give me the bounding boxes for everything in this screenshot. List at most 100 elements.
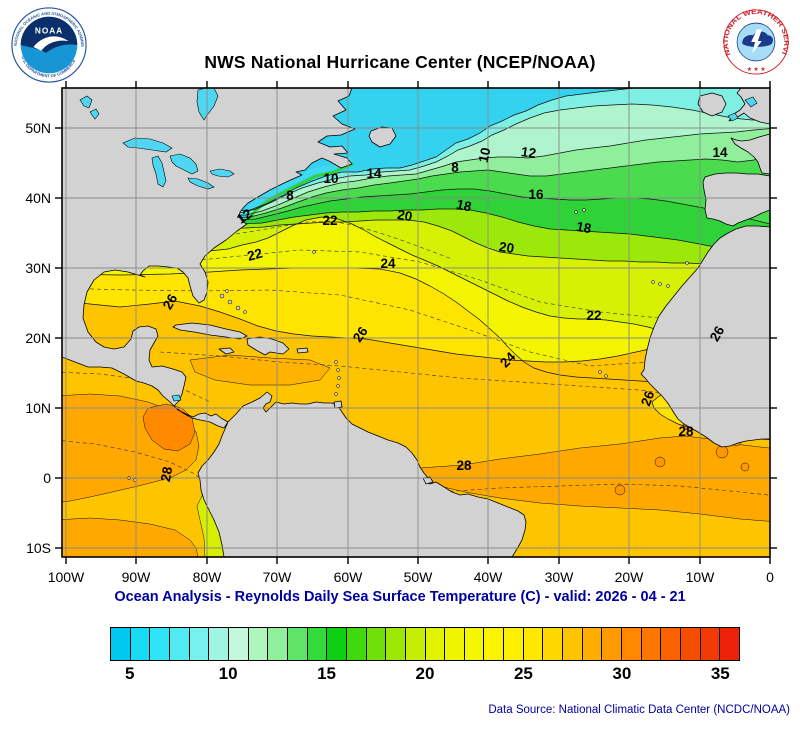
contour-label: 16: [528, 187, 544, 202]
dashed-isotherm: [159, 351, 761, 409]
contour-label: 8: [451, 160, 459, 175]
y-axis-tick-label: 10N: [25, 400, 51, 416]
contour-label: 22: [586, 308, 601, 323]
warm-patch: [654, 456, 666, 468]
land-marajo: [422, 476, 434, 485]
sst-warm-patches: [62, 354, 770, 557]
land-cuba: [172, 322, 248, 340]
lakes: [79, 88, 758, 402]
colorbar-cell: [425, 628, 446, 660]
land-africa: [640, 225, 770, 448]
x-axis-tick-label: 70W: [263, 569, 293, 585]
lake-ontario: [209, 168, 235, 178]
colorbar-cell: [228, 628, 249, 660]
contour-label: 12: [234, 206, 255, 227]
y-axis-tick-label: 50N: [25, 120, 51, 136]
colorbar-cell: [641, 628, 662, 660]
y-axis-tick-label: 10S: [26, 540, 51, 556]
dashed-isotherm: [62, 287, 770, 368]
colorbar-cell: [111, 628, 131, 660]
axis-ticks: [55, 81, 777, 564]
contour-label: 26: [160, 291, 181, 312]
colorbar-cell: [661, 628, 682, 660]
colorbar-cell: [327, 628, 347, 660]
colorbar-cell: [464, 628, 485, 660]
lake-nicaragua: [171, 394, 182, 402]
colorbar-cell: [523, 628, 544, 660]
noaa-logo-bird-icon: [33, 36, 69, 51]
land-france: [730, 133, 770, 175]
contour-label: 28: [678, 424, 694, 439]
coastal-strip: [237, 157, 352, 225]
x-axis-tick-label: 40W: [474, 569, 504, 585]
contour-label: 10: [323, 171, 338, 186]
irish-sea: [727, 112, 739, 122]
y-axis-tick-label: 40N: [25, 190, 51, 206]
james-bay: [196, 88, 219, 121]
x-axis-tick-label: 10W: [686, 569, 716, 585]
contour-label: 28: [158, 465, 175, 483]
contour-label: 12: [520, 144, 537, 161]
contour-label: 20: [498, 239, 515, 256]
colorbar-cell: [504, 628, 524, 660]
sst-patch: [62, 517, 199, 557]
page-title: NWS National Hurricane Center (NCEP/NOAA…: [204, 52, 596, 72]
colorbar-label: 30: [612, 664, 632, 683]
colorbar-cell: [622, 628, 642, 660]
isotherm-10c: [62, 103, 770, 217]
colorbar-cell: [130, 628, 151, 660]
nws-logo-lightning-icon: [751, 29, 762, 54]
contour-label: 26: [638, 388, 657, 408]
map-frame: [61, 87, 771, 558]
land-newfoundland: [368, 126, 397, 148]
x-axis-tick-label: 50W: [404, 569, 434, 585]
lake-superior: [122, 137, 173, 153]
land-trinidad: [333, 400, 343, 409]
y-axis-tick-label: 20N: [25, 330, 51, 346]
x-axis-tick-label: 90W: [122, 569, 152, 585]
contour-label: 14: [366, 166, 382, 181]
contour-label: 28: [456, 458, 472, 473]
lake-huron: [169, 153, 199, 175]
lake-erie: [187, 177, 215, 190]
nws-logo: NATIONAL WEATHER SERVICE ★ ★ ★: [723, 9, 789, 75]
colorbar-cell: [543, 628, 564, 660]
data-source: Data Source: National Climatic Data Cent…: [488, 704, 790, 716]
colorbar-cell: [268, 628, 288, 660]
y-axis-tick-label: 30N: [25, 260, 51, 276]
colorbar-cell: [346, 628, 367, 660]
contour-label: 18: [455, 197, 473, 215]
sst-map: 10 12 14 8 14 10 8 12 16 18 20 22 18 20 22 24 26 22 26 26 24…: [15, 70, 800, 600]
land-masses: [62, 88, 770, 557]
isotherm-18c: [62, 208, 770, 258]
warm-patch: [715, 445, 729, 459]
isotherm-26c: [62, 300, 770, 440]
colorbar-cell: [287, 628, 308, 660]
warm-patch: [614, 484, 626, 496]
contour-label: 18: [575, 219, 593, 236]
y-axis-tick-label: 0: [43, 470, 51, 486]
sst-patch: [142, 403, 196, 452]
land-small-islands: [127, 208, 689, 482]
colorbar: [110, 627, 740, 661]
land-puerto-rico: [296, 347, 309, 354]
colorbar-cell: [720, 628, 739, 660]
x-axis-tick-label: 30W: [545, 569, 575, 585]
warm-patch: [740, 462, 750, 472]
colorbar-cell: [582, 628, 603, 660]
dashed-isotherm: [62, 372, 211, 403]
isotherm-16c: [62, 188, 770, 225]
lake-michigan: [151, 155, 167, 188]
noaa-logo-wordmark: NOAA: [35, 26, 63, 35]
contour-label: 20: [396, 207, 413, 224]
colorbar-label: 25: [513, 664, 533, 683]
axis-labels: 100W 90W 80W 70W 60W 50W 40W 30W 20W 10W 0 50N 40N 30…: [25, 120, 774, 585]
dashed-isotherm: [62, 440, 211, 489]
x-axis-tick-label: 20W: [615, 569, 645, 585]
cold-coastal-strip: [237, 157, 354, 226]
contour-label: 24: [380, 256, 396, 271]
colorbar-cell: [169, 628, 190, 660]
intermediate-isotherm-lines: [62, 220, 770, 499]
contour-label: 14: [712, 145, 728, 160]
